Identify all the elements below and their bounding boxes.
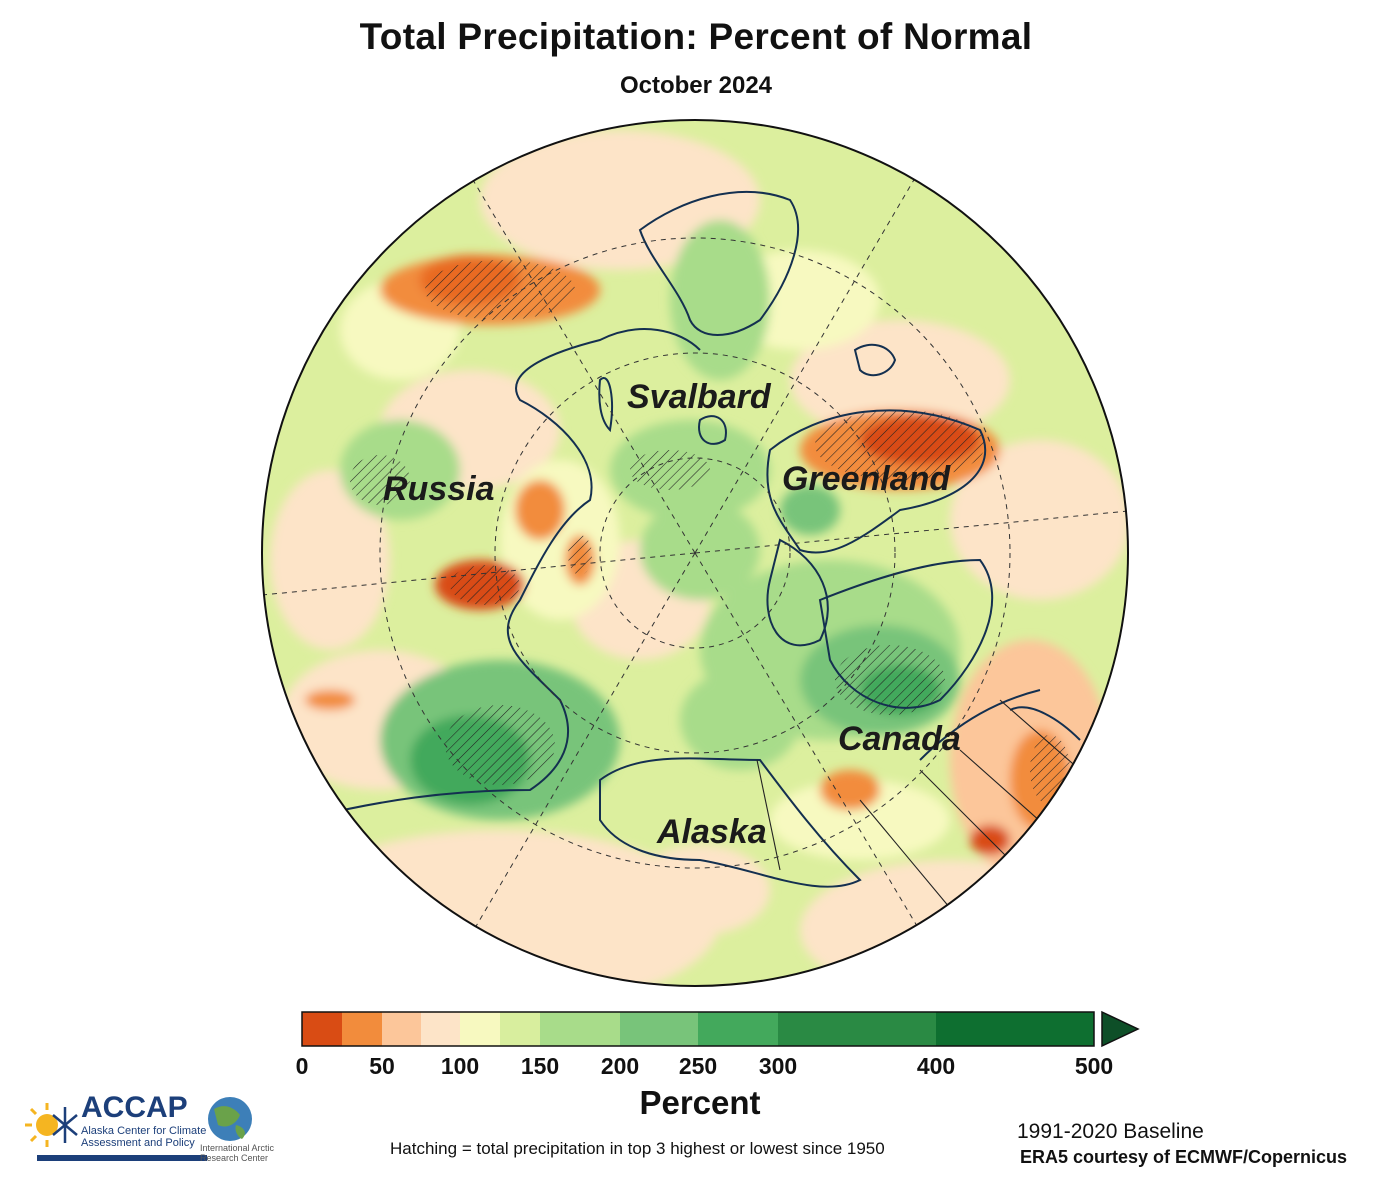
- map-boundary: [261, 119, 1129, 987]
- baseline-note: 1991-2020 Baseline: [1017, 1120, 1204, 1143]
- colorbar-tick-label: 0: [295, 1053, 309, 1079]
- label-russia: Russia: [383, 470, 495, 508]
- colorbar-bin-4: [460, 1012, 500, 1046]
- colorbar-bin-2: [382, 1012, 421, 1046]
- political-borders: [756, 699, 1081, 921]
- colorbar-bin-8: [698, 1012, 778, 1046]
- colorbar-border: [301, 1011, 1095, 1047]
- colorbar-bin-6: [540, 1012, 620, 1046]
- record-hatching: [350, 260, 1070, 805]
- colorbar-tick-label: 300: [758, 1053, 798, 1079]
- graticule: [262, 177, 1128, 929]
- map-subtitle: October 2024: [619, 72, 773, 99]
- colorbar-tick-label: 50: [369, 1053, 395, 1079]
- colorbar-title: Percent: [639, 1084, 761, 1121]
- colorbar-tick-label: 200: [600, 1053, 640, 1079]
- colorbar-tick-label: 400: [916, 1053, 956, 1079]
- coastlines: [299, 191, 1081, 888]
- globe-icon: [208, 1097, 252, 1141]
- label-alaska: Alaska: [657, 813, 767, 851]
- map-title: Total Precipitation: Percent of Normal: [359, 16, 1033, 57]
- label-canada: Canada: [838, 720, 961, 758]
- label-svalbard: Svalbard: [627, 378, 771, 416]
- colorbar: [300, 1010, 1150, 1050]
- iarc-name: International Arctic Research Center: [200, 1143, 275, 1163]
- colorbar-bin-9: [778, 1012, 936, 1046]
- sun-snowflake-icon: [25, 1103, 78, 1147]
- colorbar-bin-0: [302, 1012, 342, 1046]
- colorbar-bin-10: [936, 1012, 1094, 1046]
- colorbar-bin-3: [421, 1012, 460, 1046]
- colorbar-tick-label: 150: [520, 1053, 560, 1079]
- polar-precipitation-map: [261, 119, 1129, 987]
- map-disc: [262, 120, 1128, 986]
- colorbar-svg: [301, 1010, 1140, 1048]
- colorbar-bin-7: [620, 1012, 698, 1046]
- iarc-logo: International Arctic Research Center: [200, 1095, 280, 1170]
- colorbar-extend-arrow: [1101, 1010, 1140, 1048]
- hatching-note: Hatching = total precipitation in top 3 …: [390, 1139, 885, 1158]
- colorbar-tick-label: 250: [678, 1053, 718, 1079]
- accap-bar: [37, 1155, 207, 1161]
- colorbar-tick-label: 500: [1074, 1053, 1114, 1079]
- data-credit: ERA5 courtesy of ECMWF/Copernicus: [1020, 1147, 1348, 1167]
- label-greenland: Greenland: [782, 460, 951, 498]
- accap-name: ACCAP: [81, 1091, 188, 1124]
- accap-logo: ACCAP Alaska Center for Climate Assessme…: [25, 1091, 207, 1165]
- accap-subtitle: Alaska Center for Climate Assessment and…: [81, 1125, 207, 1149]
- colorbar-bin-1: [342, 1012, 382, 1046]
- colorbar-tick-label: 100: [440, 1053, 480, 1079]
- colorbar-bin-5: [500, 1012, 540, 1046]
